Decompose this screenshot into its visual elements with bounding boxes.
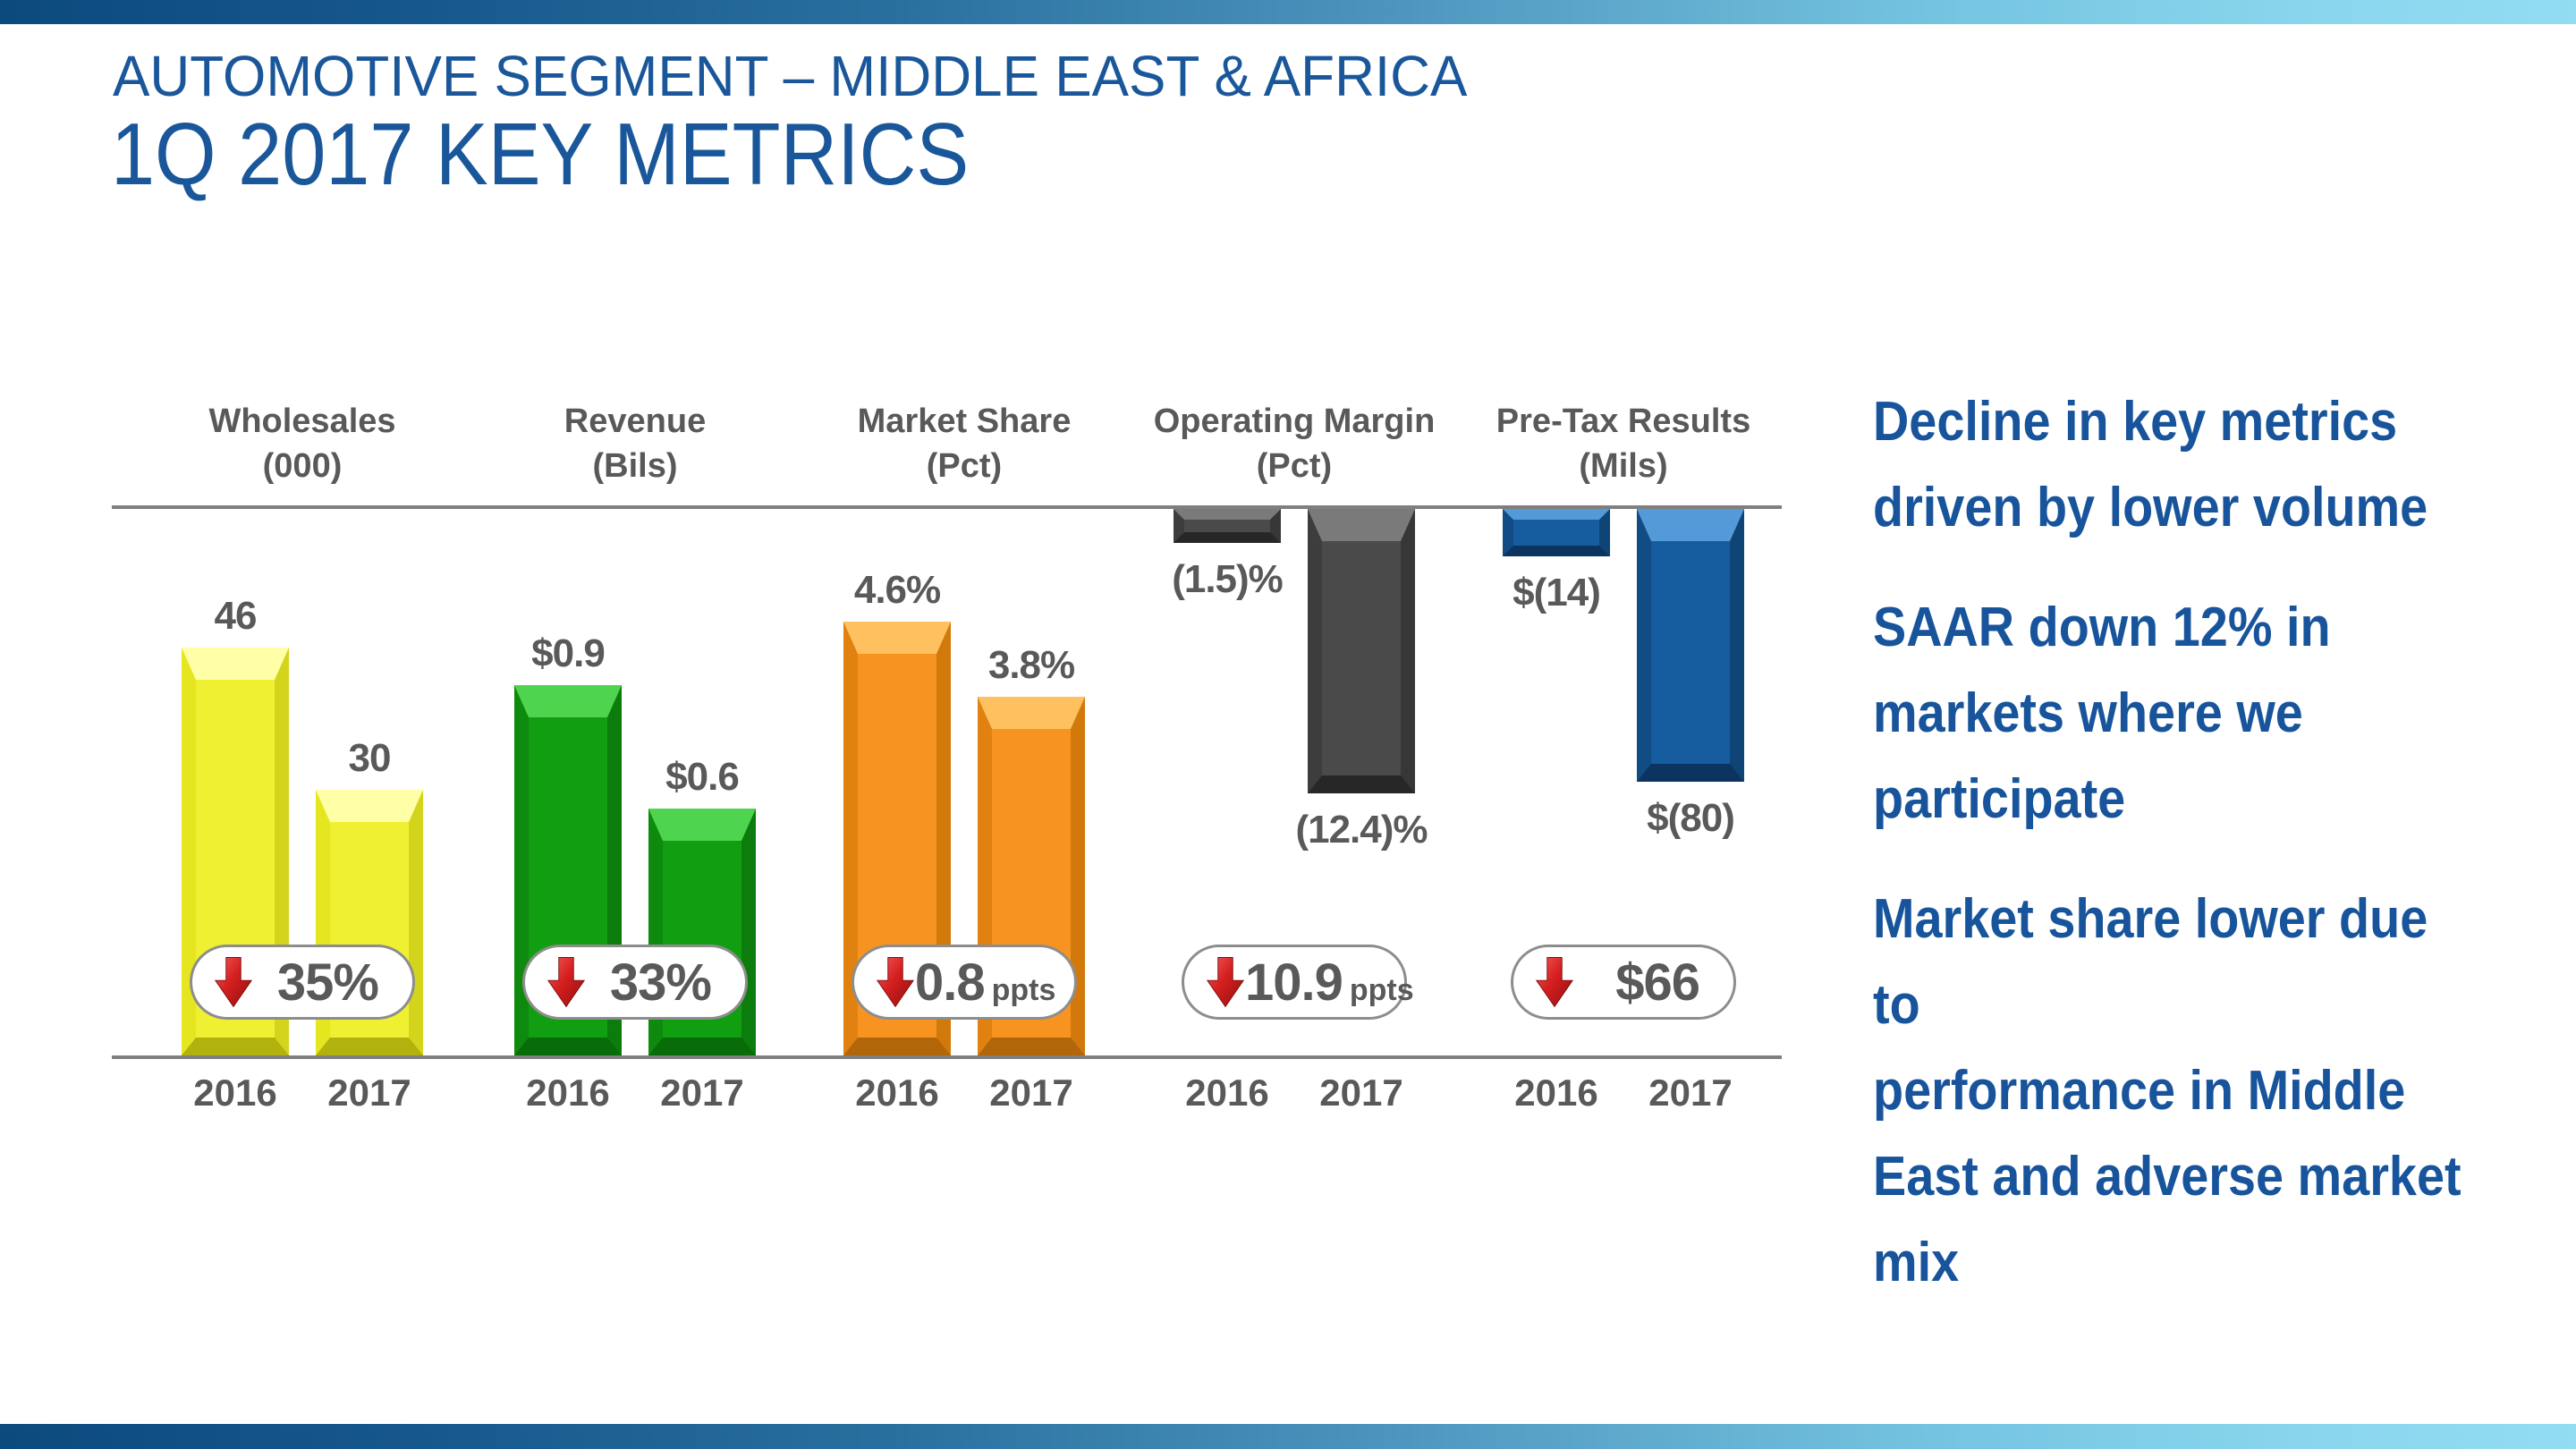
bar-value-label: 3.8%	[987, 643, 1075, 687]
change-value: 35%	[253, 953, 412, 1013]
change-pill: 33%	[522, 945, 748, 1020]
bar-value-label: (12.4)%	[1295, 808, 1428, 852]
metric-header: Revenue (Bils)	[456, 399, 814, 488]
down-arrow-icon	[876, 957, 915, 1008]
year-label: 2016	[1514, 1072, 1598, 1114]
metric-name: Operating Margin	[1153, 402, 1436, 440]
change-pill: 0.8 ppts	[852, 945, 1077, 1020]
metric-unit: (Pct)	[1256, 447, 1333, 485]
change-unit: ppts	[1349, 972, 1414, 1007]
change-pill: 10.9 ppts	[1182, 945, 1414, 1020]
bar-2016	[1174, 509, 1281, 543]
change-amount: 33%	[609, 953, 712, 1012]
chart-top-rule	[112, 505, 1782, 509]
metric-unit: (Mils)	[1579, 447, 1668, 485]
change-value: 10.9 ppts	[1245, 953, 1441, 1013]
change-amount: 0.8	[915, 953, 986, 1012]
metric-unit: (Pct)	[926, 447, 1003, 485]
metric-header: Market Share (Pct)	[785, 399, 1143, 488]
change-amount: 10.9	[1245, 953, 1343, 1012]
down-arrow-icon	[547, 957, 586, 1008]
metric-name: Market Share	[857, 402, 1072, 440]
top-gradient-bar	[0, 0, 2576, 24]
slide-kicker: AUTOMOTIVE SEGMENT – MIDDLE EAST & AFRIC…	[113, 44, 1468, 108]
bottom-gradient-bar	[0, 1424, 2576, 1449]
down-arrow-icon	[1206, 957, 1245, 1008]
year-label: 2016	[855, 1072, 939, 1114]
bullet-text: Decline in key metrics driven by lower v…	[1873, 391, 2428, 538]
chart-bottom-rule	[112, 1055, 1782, 1059]
year-label: 2017	[327, 1072, 411, 1114]
metric-header: Operating Margin (Pct)	[1115, 399, 1473, 488]
change-value: $66	[1574, 953, 1733, 1013]
year-label: 2017	[989, 1072, 1073, 1114]
metric-name: Wholesales	[208, 402, 396, 440]
change-value: 0.8 ppts	[915, 953, 1082, 1013]
year-label: 2017	[660, 1072, 744, 1114]
bar-value-label: 4.6%	[853, 568, 941, 612]
bar-value-label: $0.6	[665, 755, 740, 799]
bar-value-label: $(14)	[1513, 571, 1601, 614]
metric-header: Pre-Tax Results (Mils)	[1445, 399, 1802, 488]
change-amount: $66	[1615, 953, 1700, 1012]
bar-2017	[1637, 509, 1744, 782]
bullet-text: SAAR down 12% in markets where we partic…	[1873, 597, 2331, 830]
change-unit: ppts	[991, 972, 1056, 1007]
page-title: 1Q 2017 KEY METRICS	[111, 105, 970, 203]
commentary: Decline in key metrics driven by lower v…	[1873, 379, 2553, 1340]
bar-value-label: 30	[348, 736, 392, 780]
bar-2016	[1503, 509, 1610, 556]
down-arrow-icon	[214, 957, 253, 1008]
bullet-text: Market share lower due to performance in…	[1873, 888, 2462, 1293]
down-arrow-icon	[1535, 957, 1574, 1008]
change-amount: 35%	[276, 953, 379, 1012]
change-pill: 35%	[190, 945, 415, 1020]
change-pill: $66	[1511, 945, 1736, 1020]
metric-name: Pre-Tax Results	[1496, 402, 1751, 440]
bar-value-label: 46	[214, 594, 258, 638]
bar-value-label: (1.5)%	[1172, 557, 1284, 601]
metric-unit: (000)	[262, 447, 343, 485]
bar-value-label: $(80)	[1647, 796, 1735, 840]
bar-2017	[1308, 509, 1415, 793]
year-label: 2016	[193, 1072, 277, 1114]
year-label: 2016	[526, 1072, 610, 1114]
year-label: 2017	[1648, 1072, 1733, 1114]
year-label: 2017	[1319, 1072, 1403, 1114]
metric-unit: (Bils)	[592, 447, 678, 485]
metric-header: Wholesales (000)	[123, 399, 481, 488]
metric-name: Revenue	[564, 402, 707, 440]
bar-value-label: $0.9	[531, 631, 606, 675]
change-value: 33%	[586, 953, 745, 1013]
year-label: 2016	[1185, 1072, 1269, 1114]
